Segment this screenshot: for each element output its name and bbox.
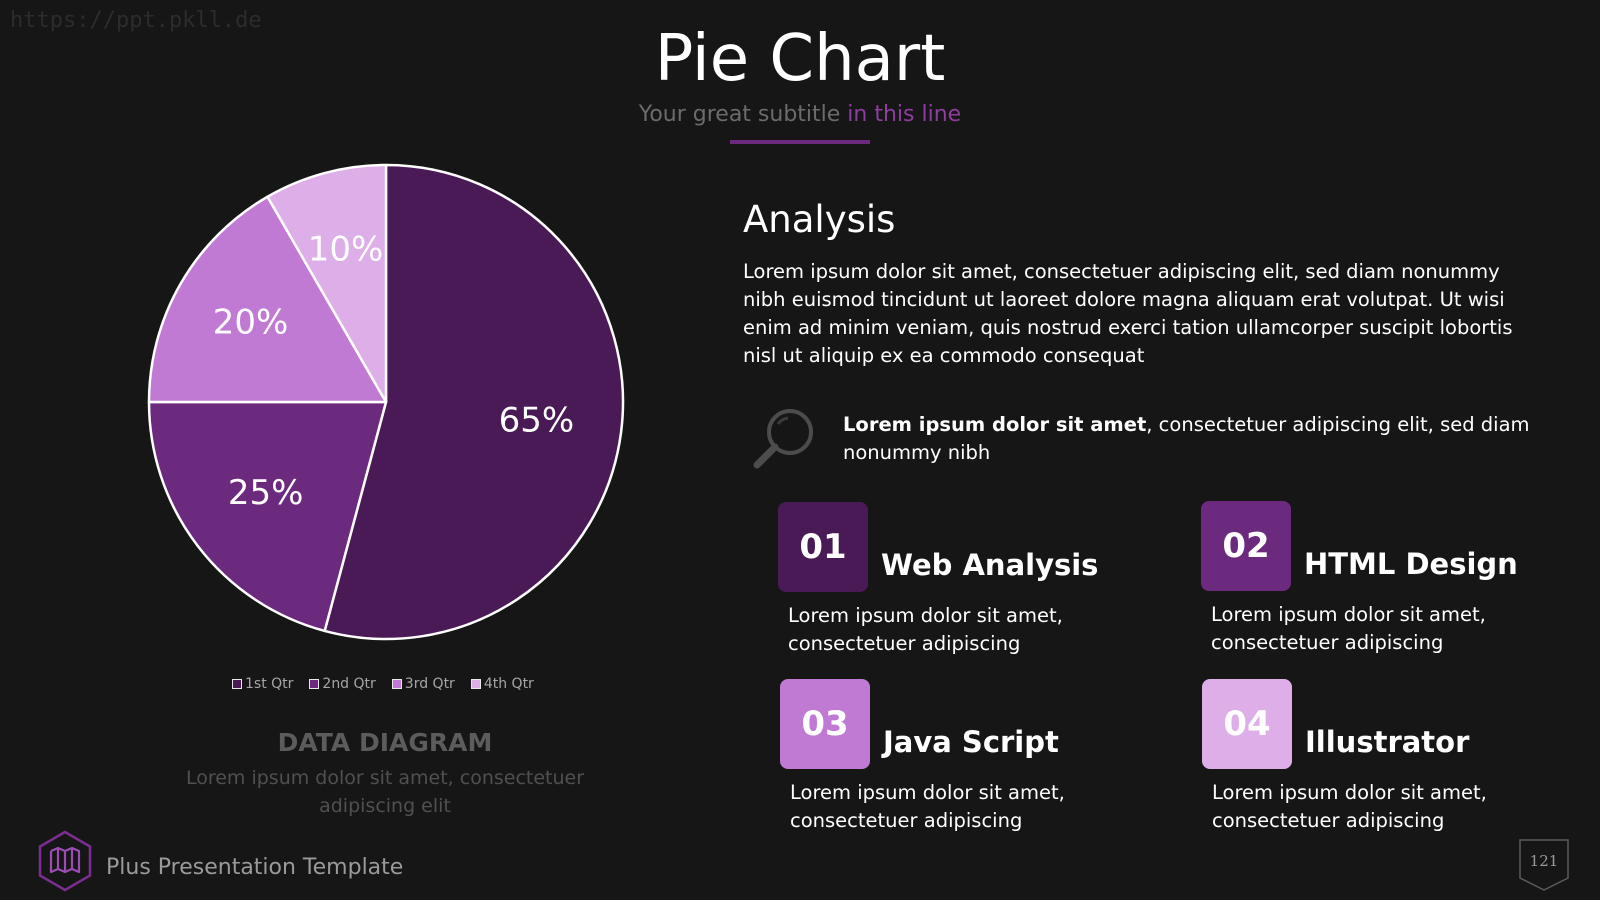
feature-web-analysis: 01 Web Analysis Lorem ipsum dolor sit am… xyxy=(778,502,1158,662)
map-icon xyxy=(38,830,92,892)
subtitle-accent: in this line xyxy=(847,102,962,127)
feature-illustrator: 04 Illustrator Lorem ipsum dolor sit ame… xyxy=(1202,679,1582,839)
legend-item-q3: 3rd Qtr xyxy=(391,676,455,692)
pie-label-q4: 10% xyxy=(308,229,384,269)
legend-label-q3: 3rd Qtr xyxy=(404,676,455,692)
feature-description: Lorem ipsum dolor sit amet, consectetuer… xyxy=(790,781,1065,832)
legend-swatch-q2 xyxy=(309,679,320,689)
feature-java-script: 03 Java Script Lorem ipsum dolor sit ame… xyxy=(780,679,1160,839)
feature-title: Java Script xyxy=(883,725,1059,759)
legend-label-q1: 1st Qtr xyxy=(245,676,294,692)
feature-number-badge: 03 xyxy=(780,679,870,769)
legend-item-q4: 4th Qtr xyxy=(470,676,534,692)
legend-item-q2: 2nd Qtr xyxy=(309,676,376,692)
analysis-highlight: Lorem ipsum dolor sit amet, consectetuer… xyxy=(843,411,1543,467)
subtitle-plain: Your great subtitle xyxy=(638,102,848,127)
highlight-bold: Lorem ipsum dolor sit amet xyxy=(843,413,1147,436)
highlight-rest: , consectetuer adipiscing elit, sed diam… xyxy=(843,413,1530,464)
legend-item-q1: 1st Qtr xyxy=(232,676,293,692)
chart-legend: 1st Qtr 2nd Qtr 3rd Qtr 4th Qtr xyxy=(232,676,592,692)
legend-swatch-q3 xyxy=(391,679,402,689)
feature-description: Lorem ipsum dolor sit amet, consectetuer… xyxy=(1211,603,1486,654)
feature-number-badge: 04 xyxy=(1202,679,1292,769)
page-badge xyxy=(1519,839,1569,891)
legend-swatch-q1 xyxy=(232,679,242,689)
pie-chart: 65% 25% 20% 10% xyxy=(147,163,625,641)
analysis-heading: Analysis xyxy=(743,198,896,241)
feature-number-badge: 02 xyxy=(1201,501,1291,591)
footer-label: Plus Presentation Template xyxy=(106,855,404,880)
pie-slice-q2 xyxy=(147,400,388,633)
watermark-url: https://ppt.pkll.de xyxy=(10,8,262,33)
legend-label-q2: 2nd Qtr xyxy=(322,676,376,692)
pie-slice-q3 xyxy=(147,195,388,404)
slide-title: Pie Chart xyxy=(654,22,946,96)
pie-slice-q1 xyxy=(323,163,625,641)
diagram-title: DATA DIAGRAM xyxy=(277,728,493,757)
search-icon xyxy=(753,409,813,469)
feature-title: Web Analysis xyxy=(881,548,1099,582)
pie-label-q1: 65% xyxy=(499,400,575,440)
analysis-body: Lorem ipsum dolor sit amet, consectetuer… xyxy=(743,260,1513,367)
legend-label-q4: 4th Qtr xyxy=(483,676,534,692)
feature-title: Illustrator xyxy=(1305,725,1470,759)
pie-label-q2: 25% xyxy=(228,473,304,513)
page-number: 121 xyxy=(1529,852,1559,870)
legend-swatch-q4 xyxy=(470,679,481,689)
feature-html-design: 02 HTML Design Lorem ipsum dolor sit ame… xyxy=(1201,501,1581,661)
diagram-text: Lorem ipsum dolor sit amet, consectetuer… xyxy=(185,767,585,817)
pie-slice-q4 xyxy=(266,163,388,404)
feature-description: Lorem ipsum dolor sit amet, consectetuer… xyxy=(1212,781,1487,832)
pie-label-q3: 20% xyxy=(213,302,289,342)
feature-title: HTML Design xyxy=(1304,547,1518,581)
feature-number-badge: 01 xyxy=(778,502,868,592)
feature-description: Lorem ipsum dolor sit amet, consectetuer… xyxy=(788,604,1063,655)
title-underline xyxy=(730,140,870,144)
slide-subtitle: Your great subtitle in this line xyxy=(0,102,1600,127)
